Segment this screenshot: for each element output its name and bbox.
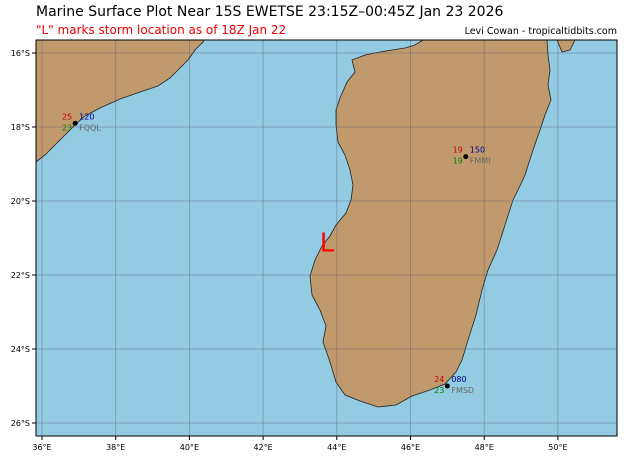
storm-location-marker: L bbox=[320, 229, 335, 259]
station-dot bbox=[444, 383, 450, 389]
station-temp: 19 bbox=[453, 146, 463, 155]
station-pressure: 150 bbox=[470, 146, 485, 155]
station-id: FQQL bbox=[79, 123, 101, 132]
station-fmsd[interactable]: 24 23 080 FMSD bbox=[434, 375, 474, 395]
station-dewpoint: 19 bbox=[453, 157, 463, 166]
x-tick-label: 50°E bbox=[548, 443, 567, 452]
station-dot bbox=[72, 120, 78, 126]
y-tick-label: 18°S bbox=[11, 123, 30, 132]
graticule bbox=[36, 40, 617, 436]
map-frame bbox=[35, 39, 618, 437]
station-id: FMSD bbox=[451, 386, 474, 395]
y-tick-label: 20°S bbox=[11, 197, 30, 206]
station-fmmi[interactable]: 19 19 150 FMMI bbox=[453, 146, 491, 166]
station-fqql[interactable]: 25 23 120 FQQL bbox=[62, 112, 101, 132]
station-temp: 25 bbox=[62, 112, 72, 121]
x-tick-label: 38°E bbox=[106, 443, 125, 452]
y-tick-label: 24°S bbox=[11, 345, 30, 354]
credit: Levi Cowan - tropicaltidbits.com bbox=[464, 26, 617, 37]
y-tick-label: 16°S bbox=[11, 49, 30, 58]
x-tick-label: 48°E bbox=[475, 443, 494, 452]
small-island bbox=[556, 40, 576, 53]
madagascar-land bbox=[309, 40, 552, 408]
station-pressure: 080 bbox=[451, 375, 466, 384]
x-tick-label: 40°E bbox=[180, 443, 199, 452]
map-title: Marine Surface Plot Near 15S EWETSE 23:1… bbox=[36, 4, 504, 20]
station-temp: 24 bbox=[434, 375, 444, 384]
station-dewpoint: 23 bbox=[62, 123, 72, 132]
x-tick-label: 46°E bbox=[401, 443, 420, 452]
mozambique-land bbox=[36, 40, 205, 163]
x-tick-label: 36°E bbox=[32, 443, 51, 452]
x-tick-label: 42°E bbox=[253, 443, 272, 452]
y-tick-label: 22°S bbox=[11, 271, 30, 280]
y-tick-label: 26°S bbox=[11, 419, 30, 428]
station-dewpoint: 23 bbox=[434, 386, 444, 395]
station-dot bbox=[463, 154, 469, 160]
station-pressure: 120 bbox=[79, 112, 94, 121]
map-subtitle: "L" marks storm location as of 18Z Jan 2… bbox=[36, 23, 287, 37]
x-tick-label: 44°E bbox=[327, 443, 346, 452]
station-id: FMMI bbox=[470, 157, 491, 166]
